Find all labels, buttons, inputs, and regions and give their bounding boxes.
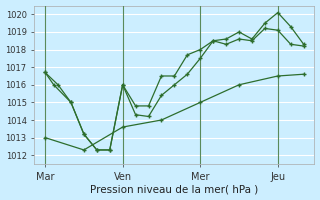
X-axis label: Pression niveau de la mer( hPa ): Pression niveau de la mer( hPa ): [90, 184, 259, 194]
